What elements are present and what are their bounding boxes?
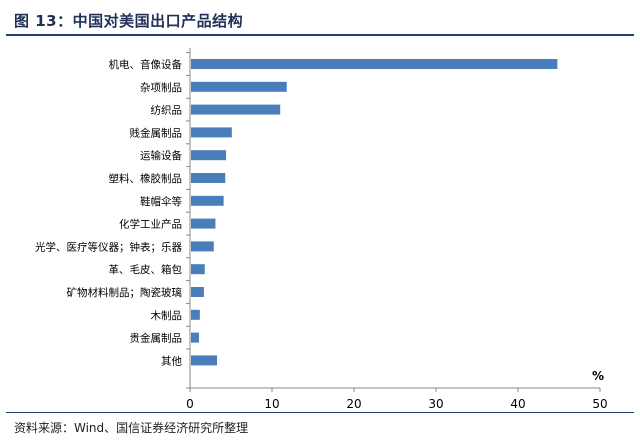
title-bar: 图 13：中国对美国出口产品结构: [6, 4, 634, 36]
category-label: 杂项制品: [140, 81, 182, 94]
x-tick-label: 10: [264, 397, 279, 410]
source-bar: 资料来源：Wind、国信证券经济研究所整理: [6, 412, 634, 441]
bar: [191, 332, 200, 343]
category-label: 木制品: [151, 309, 183, 322]
category-label: 鞋帽伞等: [140, 195, 182, 208]
category-label: 革、毛皮、箱包: [109, 263, 183, 276]
category-label: 化学工业产品: [119, 218, 182, 231]
unit-label: %: [592, 369, 604, 383]
bar: [191, 59, 558, 69]
source-note: 资料来源：Wind、国信证券经济研究所整理: [14, 421, 249, 435]
bar: [191, 241, 214, 252]
category-label: 贱金属制品: [130, 126, 183, 139]
category-label: 光学、医疗等仪器；钟表；乐器: [35, 240, 182, 253]
category-label: 机电、音像设备: [109, 58, 183, 71]
bar-chart: 机电、音像设备杂项制品纺织品贱金属制品运输设备塑料、橡胶制品鞋帽伞等化学工业产品…: [35, 48, 608, 410]
chart-title: 图 13：中国对美国出口产品结构: [14, 12, 244, 30]
bar: [191, 218, 216, 229]
x-tick-label: 50: [592, 397, 607, 410]
category-label: 其他: [161, 354, 182, 367]
bar: [191, 309, 200, 320]
x-tick-label: 40: [510, 397, 525, 410]
bar: [191, 127, 232, 138]
bar: [191, 150, 227, 161]
bar: [191, 173, 226, 183]
category-label: 塑料、橡胶制品: [109, 172, 183, 185]
x-tick-label: 30: [428, 397, 443, 410]
x-tick-label: 20: [346, 397, 361, 410]
bar: [191, 355, 218, 366]
x-tick-label: 0: [186, 397, 194, 410]
category-label: 贵金属制品: [130, 332, 183, 345]
bar: [191, 264, 205, 275]
bar: [191, 104, 281, 115]
category-label: 矿物材料制品；陶瓷玻璃: [67, 286, 183, 299]
bar: [191, 81, 287, 92]
bar: [191, 287, 204, 297]
category-label: 纺织品: [151, 104, 183, 117]
bar: [191, 195, 224, 206]
category-label: 运输设备: [140, 149, 182, 162]
